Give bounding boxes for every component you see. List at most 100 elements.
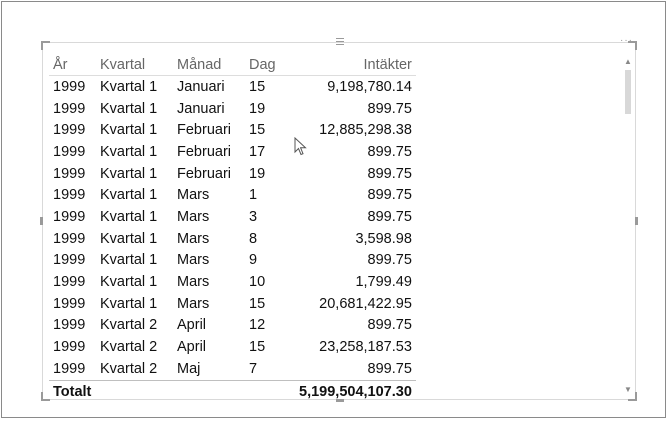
- cell-quarter: Kvartal 1: [100, 187, 158, 204]
- cell-revenue: 899.75: [367, 187, 412, 204]
- table-row[interactable]: 1999 Kvartal 1 Mars 15 20,681,422.95: [49, 293, 416, 315]
- resize-handle-bottom-left[interactable]: [41, 392, 50, 401]
- column-header-month[interactable]: Månad: [173, 54, 245, 76]
- cell-day: 19: [249, 100, 266, 117]
- cell-month: Mars: [177, 208, 210, 225]
- cell-quarter: Kvartal 1: [100, 165, 158, 182]
- cell-revenue: 3,598.98: [355, 230, 412, 247]
- cell-year: 1999: [53, 143, 86, 160]
- table-row[interactable]: 1999 Kvartal 1 Mars 1 899.75: [49, 184, 416, 206]
- cell-revenue: 12,885,298.38: [319, 122, 412, 139]
- cell-quarter: Kvartal 2: [100, 317, 158, 334]
- scroll-up-arrow-icon[interactable]: ▲: [624, 57, 632, 66]
- cell-revenue: 899.75: [367, 208, 412, 225]
- cell-year: 1999: [53, 165, 86, 182]
- cell-year: 1999: [53, 187, 86, 204]
- data-table: År Kvartal Månad Dag Intäkter 1999 Kvarta…: [49, 54, 416, 403]
- table-row[interactable]: 1999 Kvartal 1 Mars 9 899.75: [49, 250, 416, 272]
- total-empty-cell: [245, 379, 295, 403]
- cell-quarter: Kvartal 1: [100, 208, 158, 225]
- cell-month: Mars: [177, 230, 210, 247]
- cell-month: Mars: [177, 252, 210, 269]
- table-row[interactable]: 1999 Kvartal 1 Februari 15 12,885,298.38: [49, 119, 416, 141]
- mouse-pointer-icon: [294, 137, 307, 156]
- cell-revenue: 899.75: [367, 317, 412, 334]
- cell-year: 1999: [53, 360, 86, 377]
- cell-day: 15: [249, 339, 266, 356]
- cell-day: 17: [249, 143, 266, 160]
- cell-quarter: Kvartal 1: [100, 100, 158, 117]
- more-options-icon[interactable]: ···: [620, 35, 633, 46]
- cell-month: Februari: [177, 122, 231, 139]
- table-row[interactable]: 1999 Kvartal 2 April 12 899.75: [49, 315, 416, 337]
- cell-revenue: 899.75: [367, 143, 412, 160]
- table-row[interactable]: 1999 Kvartal 1 Januari 19 899.75: [49, 98, 416, 120]
- cell-revenue: 899.75: [367, 165, 412, 182]
- total-revenue: 5,199,504,107.30: [295, 379, 416, 403]
- cell-quarter: Kvartal 1: [100, 143, 158, 160]
- cell-revenue: 20,681,422.95: [319, 295, 412, 312]
- table-row[interactable]: 1999 Kvartal 2 Maj 7 899.75: [49, 358, 416, 380]
- resize-handle-right[interactable]: [635, 217, 638, 225]
- cell-year: 1999: [53, 274, 86, 291]
- cell-month: Februari: [177, 143, 231, 160]
- table-row[interactable]: 1999 Kvartal 1 Mars 10 1,799.49: [49, 271, 416, 293]
- cell-revenue: 1,799.49: [355, 274, 412, 291]
- cell-day: 8: [249, 230, 258, 247]
- cell-quarter: Kvartal 1: [100, 230, 158, 247]
- resize-handle-bottom-right[interactable]: [628, 392, 637, 401]
- resize-handle-top-left[interactable]: [41, 41, 50, 50]
- cell-month: Mars: [177, 187, 210, 204]
- scroll-thumb[interactable]: [625, 70, 631, 114]
- table-row[interactable]: 1999 Kvartal 1 Mars 3 899.75: [49, 206, 416, 228]
- cell-day: 9: [249, 252, 258, 269]
- table-visual[interactable]: ··· År Kvartal Månad Dag Intäkter 1999 Kv…: [40, 36, 638, 403]
- cell-year: 1999: [53, 78, 86, 95]
- table-row[interactable]: 1999 Kvartal 1 Februari 19 899.75: [49, 163, 416, 185]
- resize-handle-top-right[interactable]: [628, 41, 637, 50]
- cell-revenue: 899.75: [367, 360, 412, 377]
- cell-revenue: 899.75: [367, 252, 412, 269]
- cell-quarter: Kvartal 1: [100, 122, 158, 139]
- table-row[interactable]: 1999 Kvartal 1 Mars 8 3,598.98: [49, 228, 416, 250]
- cell-revenue: 899.75: [367, 100, 412, 117]
- cell-quarter: Kvartal 1: [100, 78, 158, 95]
- table-header-row: År Kvartal Månad Dag Intäkter: [49, 54, 416, 76]
- table-row[interactable]: 1999 Kvartal 1 Januari 15 9,198,780.14: [49, 76, 416, 98]
- drag-grip-icon[interactable]: [335, 38, 345, 45]
- total-empty-cell: [173, 379, 245, 403]
- vertical-scrollbar[interactable]: ▲ ▼: [624, 58, 632, 394]
- cell-quarter: Kvartal 1: [100, 274, 158, 291]
- cell-month: April: [177, 317, 207, 334]
- cell-revenue: 23,258,187.53: [319, 339, 412, 356]
- cell-month: Maj: [177, 360, 201, 377]
- cell-day: 7: [249, 360, 258, 377]
- resize-handle-left[interactable]: [40, 217, 43, 225]
- table-row[interactable]: 1999 Kvartal 1 Februari 17 899.75: [49, 141, 416, 163]
- cell-year: 1999: [53, 295, 86, 312]
- column-header-quarter[interactable]: Kvartal: [96, 54, 173, 76]
- cell-month: Mars: [177, 295, 210, 312]
- cell-quarter: Kvartal 1: [100, 295, 158, 312]
- column-header-revenue[interactable]: Intäkter: [295, 54, 416, 76]
- cell-year: 1999: [53, 230, 86, 247]
- cell-revenue: 9,198,780.14: [327, 78, 412, 95]
- cell-year: 1999: [53, 100, 86, 117]
- cell-month: Januari: [177, 78, 225, 95]
- table-row[interactable]: 1999 Kvartal 2 April 15 23,258,187.53: [49, 336, 416, 358]
- cell-day: 12: [249, 317, 266, 334]
- total-label: Totalt: [49, 379, 96, 403]
- cell-day: 10: [249, 274, 266, 291]
- cell-day: 15: [249, 122, 266, 139]
- total-row: Totalt 5,199,504,107.30: [49, 379, 416, 403]
- cell-day: 1: [249, 187, 258, 204]
- cell-month: Februari: [177, 165, 231, 182]
- cell-year: 1999: [53, 317, 86, 334]
- cell-month: Januari: [177, 100, 225, 117]
- scroll-down-arrow-icon[interactable]: ▼: [624, 385, 632, 394]
- column-header-day[interactable]: Dag: [245, 54, 295, 76]
- cell-day: 3: [249, 208, 258, 225]
- column-header-year[interactable]: År: [49, 54, 96, 76]
- cell-day: 15: [249, 78, 266, 95]
